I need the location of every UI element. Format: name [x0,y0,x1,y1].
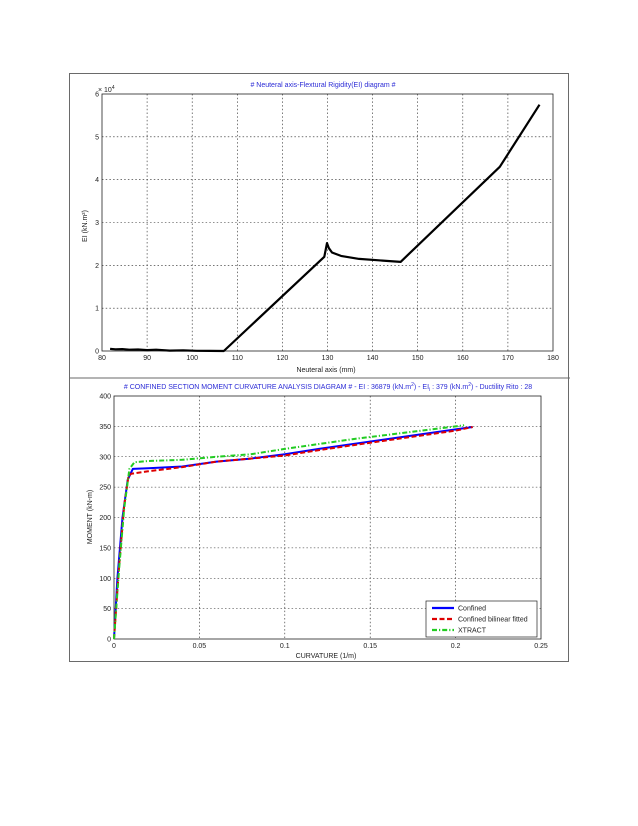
chart2-title: # CONFINED SECTION MOMENT CURVATURE ANAL… [124,382,532,393]
chart2-y-tick-label: 200 [99,515,111,522]
chart2-x-tick-label: 0.05 [193,643,207,650]
chart2-y-tick-label: 250 [99,485,111,492]
chart1-x-tick-label: 130 [322,355,334,362]
chart2-series-line-1 [113,426,473,640]
chart-canvas: # Neuteral axis-Flextural Rigidity(EI) d… [70,82,570,660]
chart1-x-tick-label: 170 [502,355,514,362]
chart2-y-tick-label: 50 [103,606,111,613]
chart2-plot-frame [113,395,542,640]
chart2-y-tick-label: 150 [99,545,111,552]
chart1-x-tick-label: 80 [98,355,106,362]
chart1-title: # Neuteral axis-Flextural Rigidity(EI) d… [250,82,395,89]
chart1-y-tick-label: 1 [95,306,99,313]
chart1-x-tick-label: 100 [186,355,198,362]
chart1-y-tick-label: 2 [95,263,99,270]
chart1-x-tick-label: 90 [143,355,151,362]
chart2-legend: Confined Confined bilinear fitted XTRACT [425,600,538,638]
chart1-plot-frame [101,93,554,352]
chart2-x-tick-label: 0.1 [280,643,290,650]
chart2-y-tick-label: 400 [99,394,111,401]
chart2-x-tick-label: 0 [112,643,116,650]
chart2-y-tick-label: 350 [99,424,111,431]
chart1-y-tick-label: 6 [95,92,99,99]
chart1-y-axis-label: EI (kN.m²) [82,210,89,242]
chart2-x-tick-label: 0.25 [534,643,548,650]
chart2-x-tick-label: 0.15 [363,643,377,650]
legend-label-bilinear: Confined bilinear fitted [458,617,528,624]
chart2-y-axis-label: MOMENT (kN-m) [87,490,94,544]
chart1-y-multiplier: × 104 [98,85,115,94]
chart1-y-tick-label: 5 [95,134,99,141]
chart1-x-tick-label: 180 [547,355,559,362]
chart2-series-line-2 [113,424,465,640]
chart2-y-tick-label: 0 [107,637,111,644]
chart1-x-tick-label: 120 [277,355,289,362]
chart1-y-tick-label: 0 [95,349,99,356]
chart2-y-tick-label: 100 [99,576,111,583]
chart1-x-tick-label: 110 [232,355,243,362]
chart1-y-tick-label: 3 [95,220,99,227]
chart1-x-tick-label: 160 [457,355,469,362]
chart2-series-line-0 [113,426,473,640]
legend-label-xtract: XTRACT [458,628,487,635]
chart2-x-tick-label: 0.2 [451,643,461,650]
chart1-x-tick-label: 150 [412,355,424,362]
legend-label-confined: Confined [458,606,486,613]
chart2-y-tick-label: 300 [99,454,111,461]
figure-window: # Neuteral axis-Flextural Rigidity(EI) d… [69,73,570,662]
chart1-x-tick-label: 140 [367,355,379,362]
chart1-series-line-0 [110,104,541,353]
chart1-y-tick-label: 4 [95,177,99,184]
chart1-x-axis-label: Neuteral axis (mm) [296,367,355,374]
chart2-x-axis-label: CURVATURE (1/m) [296,653,357,660]
